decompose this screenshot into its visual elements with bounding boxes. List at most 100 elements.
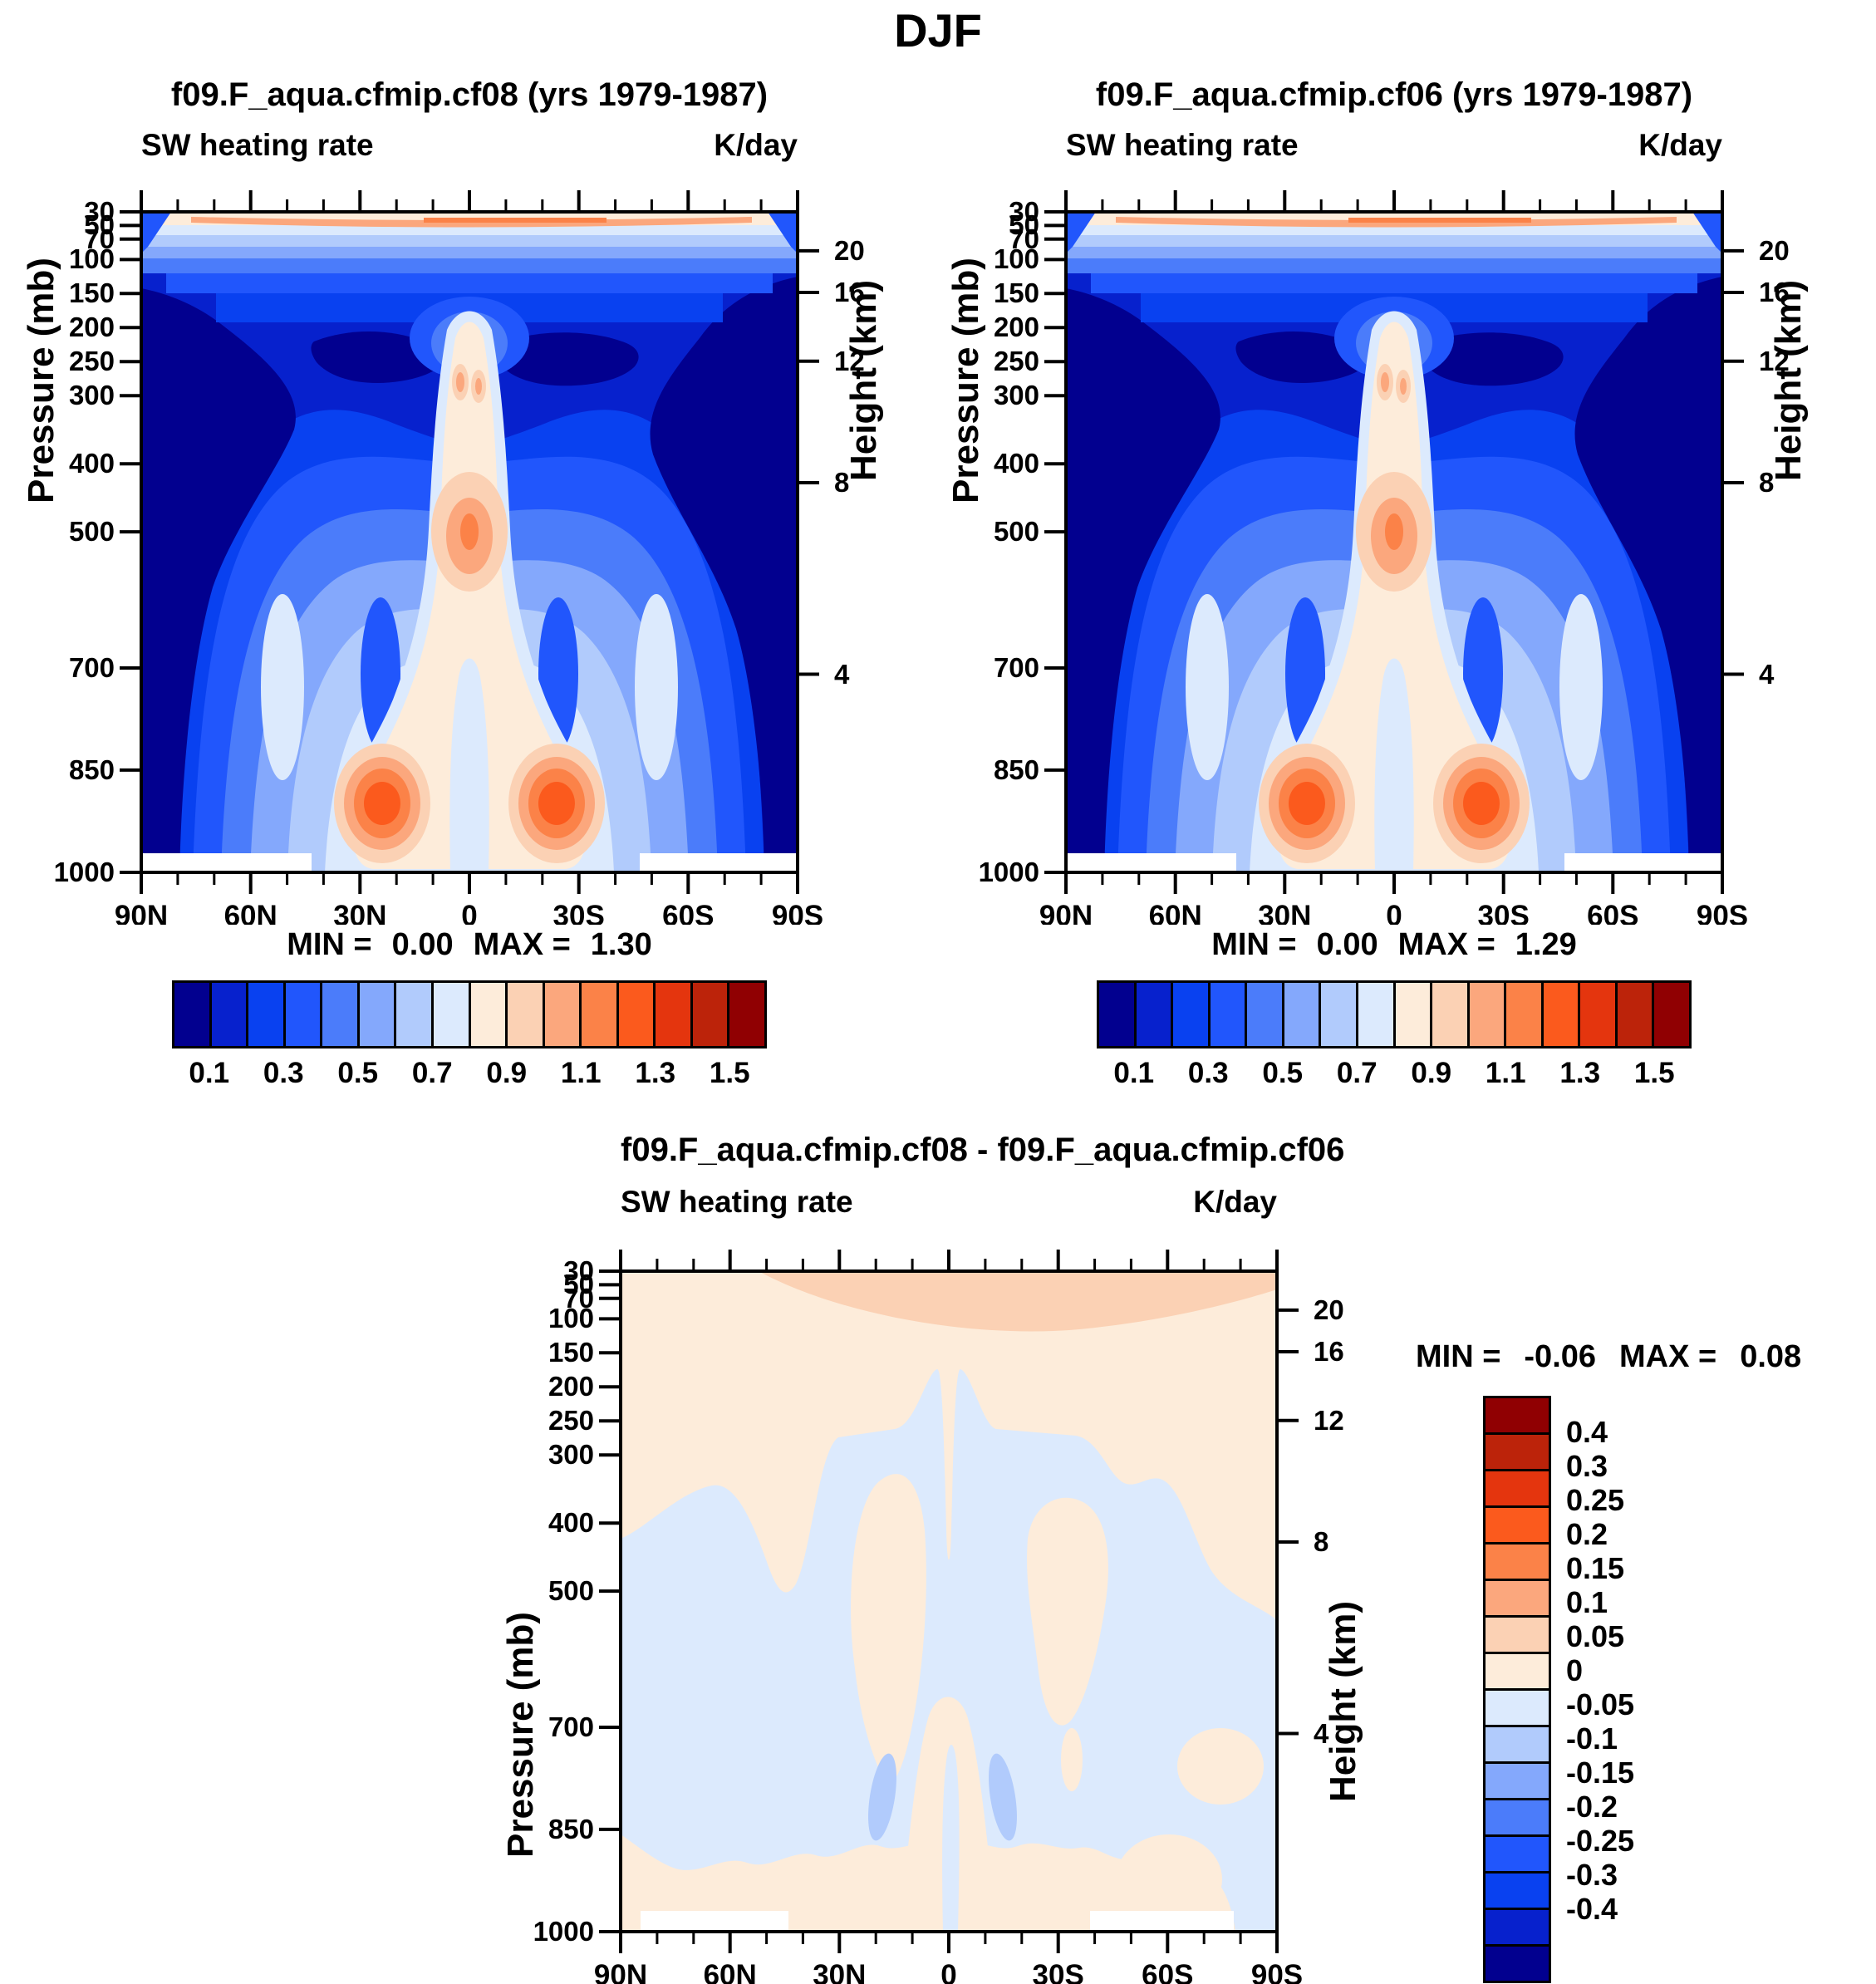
colorbar-cell: [1486, 1764, 1549, 1800]
colorbar-cell: [729, 983, 764, 1046]
colorbar-cell: [1486, 1654, 1549, 1691]
max-label: MAX =: [1397, 927, 1495, 962]
colorbar-cell: [396, 983, 434, 1046]
colorbar-label: 0.3: [263, 1057, 304, 1089]
colorbar-cell: [1486, 1618, 1549, 1654]
colorbar-cf06: 0.1 0.3 0.5 0.7 0.9 1.1 1.3 1.5: [1097, 980, 1692, 1095]
colorbar-cell: [1486, 1471, 1549, 1508]
panel-subtitle-row: SW heating rate K/day: [1066, 128, 1722, 163]
colorbar-label: 0.1: [1566, 1585, 1608, 1619]
panel-title-difference: f09.F_aqua.cfmip.cf08 - f09.F_aqua.cfmip…: [621, 1132, 1345, 1168]
colorbar-cell: [1617, 983, 1655, 1046]
colorbar-cell: [1486, 1874, 1549, 1910]
units-label: K/day: [1193, 1185, 1277, 1219]
colorbar-label: -0.4: [1566, 1892, 1618, 1926]
colorbar-cell: [1486, 1800, 1549, 1837]
colorbar-labels: 0.4 0.3 0.25 0.2 0.15 0.1 0.05 0 -0.05 -…: [1551, 1396, 1676, 1983]
min-value: 0.00: [391, 927, 454, 962]
colorbar-label: 0.3: [1187, 1057, 1229, 1089]
contour-plot-cf06: Pressure (mb) Height (km): [950, 189, 1809, 925]
colorbar-label: -0.1: [1566, 1721, 1618, 1756]
colorbar-cell: [1210, 983, 1248, 1046]
page-title: DJF: [894, 4, 982, 56]
colorbar-cell: [1432, 983, 1470, 1046]
colorbar-label: 0.4: [1566, 1415, 1608, 1449]
colorbar-cell: [1654, 983, 1689, 1046]
colorbar-label: -0.3: [1566, 1858, 1618, 1892]
panel-subtitle-row: SW heating rate K/day: [141, 128, 798, 163]
colorbar-cell: [1486, 1398, 1549, 1435]
colorbar-cell: [1486, 1508, 1549, 1544]
colorbar-difference: 0.4 0.3 0.25 0.2 0.15 0.1 0.05 0 -0.05 -…: [1483, 1396, 1676, 1983]
colorbar-label: 0.7: [411, 1057, 453, 1089]
colorbar-label: 0.15: [1566, 1551, 1625, 1585]
max-label: MAX =: [473, 927, 571, 962]
colorbar-label: 0.05: [1566, 1619, 1625, 1653]
colorbar-cell: [322, 983, 360, 1046]
colorbar-label: 0.5: [337, 1057, 379, 1089]
colorbar-cells: [1483, 1396, 1551, 1983]
units-label: K/day: [1638, 128, 1722, 162]
colorbar-cell: [692, 983, 730, 1046]
colorbar-cell: [1284, 983, 1322, 1046]
colorbar-label: 1.5: [709, 1057, 750, 1089]
field-label: SW heating rate: [141, 128, 374, 162]
field-label: SW heating rate: [1066, 128, 1299, 162]
max-value: 1.29: [1515, 927, 1577, 962]
colorbar-label: 1.5: [1633, 1057, 1675, 1089]
colorbar-label: 0.5: [1262, 1057, 1304, 1089]
colorbar-cell: [470, 983, 508, 1046]
colorbar-label: 0.1: [189, 1057, 230, 1089]
colorbar-label: 0.3: [1566, 1449, 1608, 1483]
colorbar-label: 0.2: [1566, 1517, 1608, 1551]
colorbar-cell: [1358, 983, 1396, 1046]
colorbar-cell: [285, 983, 323, 1046]
colorbar-cell: [1486, 1691, 1549, 1727]
colorbar-label: 1.1: [1485, 1057, 1526, 1089]
colorbar-label: 0: [1566, 1653, 1584, 1687]
pressure-axis-title: Pressure (mb): [504, 1612, 541, 1858]
colorbar-cell: [1173, 983, 1211, 1046]
colorbar-cell: [1486, 1910, 1549, 1947]
min-label: MIN =: [287, 927, 372, 962]
units-label: K/day: [714, 128, 798, 162]
colorbar-cell: [1543, 983, 1581, 1046]
colorbar-cell: [433, 983, 471, 1046]
colorbar-cell: [656, 983, 693, 1046]
colorbar-label: -0.05: [1566, 1687, 1635, 1721]
pressure-axis-title: Pressure (mb): [950, 258, 986, 503]
field-label: SW heating rate: [621, 1185, 853, 1219]
colorbar-label: 1.3: [1559, 1057, 1601, 1089]
minmax-difference: MIN = -0.06 MAX = 0.08: [1404, 1339, 1813, 1375]
colorbar-labels: 0.1 0.3 0.5 0.7 0.9 1.1 1.3 1.5: [1097, 1057, 1692, 1095]
colorbar-cell: [1321, 983, 1358, 1046]
colorbar-cell: [508, 983, 545, 1046]
colorbar-cell: [618, 983, 656, 1046]
panel-title-cf08: f09.F_aqua.cfmip.cf08 (yrs 1979-1987): [170, 76, 769, 113]
minmax-cf06: MIN = 0.00 MAX = 1.29: [1066, 927, 1722, 963]
colorbar-label: 0.7: [1336, 1057, 1378, 1089]
colorbar-cell: [1580, 983, 1618, 1046]
contour-field: [621, 1271, 1277, 1932]
contour-plot-cf08: Pressure (mb) Height (km): [25, 189, 884, 925]
colorbar-label: -0.15: [1566, 1756, 1635, 1790]
colorbar-cell: [544, 983, 582, 1046]
colorbar-label: 0.9: [486, 1057, 528, 1089]
pressure-axis-title: Pressure (mb): [25, 258, 61, 503]
colorbar-cell: [1486, 1727, 1549, 1764]
colorbar-label: -0.2: [1566, 1790, 1618, 1824]
colorbar-cell: [1136, 983, 1174, 1046]
colorbar-cell: [582, 983, 619, 1046]
colorbar-cells: [172, 980, 767, 1048]
colorbar-cell: [211, 983, 249, 1046]
colorbar-label: 1.1: [560, 1057, 602, 1089]
colorbar-label: -0.25: [1566, 1824, 1635, 1858]
colorbar-label: 0.1: [1113, 1057, 1155, 1089]
max-value: 1.30: [590, 927, 652, 962]
max-label: MAX =: [1619, 1339, 1717, 1374]
colorbar-label: 0.25: [1566, 1483, 1625, 1517]
max-value: 0.08: [1740, 1339, 1802, 1374]
min-value: 0.00: [1316, 927, 1378, 962]
colorbar-label: 1.3: [635, 1057, 676, 1089]
colorbar-cell: [1469, 983, 1507, 1046]
